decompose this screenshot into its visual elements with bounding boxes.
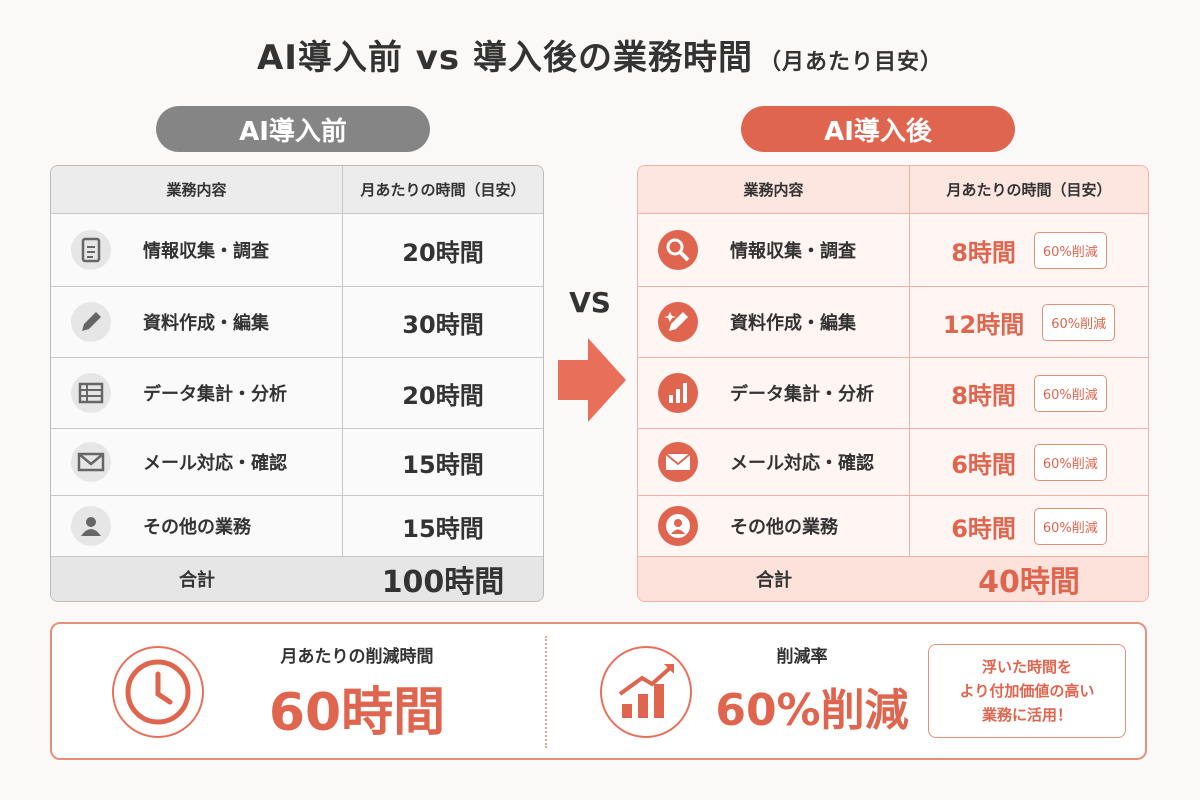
time-cell: 8時間 60%削減 [910,214,1148,286]
rate-label: 削減率 [776,647,828,667]
title-note: （月あたり目安） [759,50,944,75]
table-row: メール対応・確認 15時間 [51,429,543,496]
time-value: 20時間 [402,381,484,410]
reduction-badge: 60%削減 [1033,231,1107,269]
before-table: 業務内容 月あたりの時間（目安） 情報収集・調査 20時間 資料作成・編集 30時間 データ… [50,165,544,602]
task-name: 情報収集・調査 [143,241,269,262]
time-cell: 8時間 60%削減 [910,358,1148,428]
time-value: 30時間 [402,310,484,339]
vs-text: VS [569,286,611,319]
task-cell: データ集計・分析 [638,358,910,428]
divider [545,636,547,748]
time-cell: 15時間 [343,429,543,495]
total-label: 合計 [179,570,215,591]
title: AI導入前 vs 導入後の業務時間 （月あたり目安） [0,30,1200,79]
header-cell: 業務内容 [638,166,910,213]
header-cell: 月あたりの時間（目安） [360,181,526,199]
task-cell: その他の業務 [638,496,910,556]
task-icon [71,373,111,413]
after-label: AI導入後 [741,106,1015,152]
task-cell: 資料作成・編集 [51,287,343,357]
reduction-badge: 60%削減 [1033,443,1107,481]
task-name: 情報収集・調査 [730,241,856,262]
table-row: データ集計・分析 8時間 60%削減 [638,358,1148,429]
header-cell: 業務内容 [51,166,343,213]
total-row: 合計 40時間 [638,557,1148,601]
task-name: データ集計・分析 [143,384,287,405]
task-cell: 資料作成・編集 [638,287,910,357]
time-value: 15時間 [402,450,484,479]
task-icon [71,442,111,482]
total-label: 合計 [756,570,792,591]
table-row: 情報収集・調査 20時間 [51,214,543,287]
total-value: 40時間 [978,565,1080,600]
reduction-label: 月あたりの削減時間 [280,647,434,667]
header-cell: 月あたりの時間（目安） [946,181,1112,199]
note-line: 浮いた時間を [981,658,1072,676]
task-icon [658,506,698,546]
table-row: 情報収集・調査 8時間 60%削減 [638,214,1148,287]
summary-box: 月あたりの削減時間 60時間 削減率 60%削減 浮いた時間をより付加価値の高い… [50,622,1147,760]
note-line: 業務に活用！ [981,706,1072,724]
time-cell: 30時間 [343,287,543,357]
title-text: AI導入前 vs 導入後の業務時間 [256,38,754,78]
task-name: その他の業務 [143,517,251,538]
task-name: 資料作成・編集 [143,313,269,334]
task-cell: 情報収集・調査 [51,214,343,286]
arrow [558,338,626,422]
after-table: 業務内容 月あたりの時間（目安） 情報収集・調査 8時間 60%削減 資料作成・編集 12時… [637,165,1149,602]
task-icon [658,230,698,270]
table-row: その他の業務 6時間 60%削減 [638,496,1148,557]
table-row: メール対応・確認 6時間 60%削減 [638,429,1148,496]
reduction-badge: 60%削減 [1033,374,1107,412]
time-value: 12時間 [942,310,1025,339]
task-cell: その他の業務 [51,496,343,556]
task-icon [658,373,698,413]
task-name: メール対応・確認 [730,453,874,474]
time-cell: 15時間 [343,496,543,556]
before-label: AI導入前 [156,106,430,152]
task-name: データ集計・分析 [730,384,874,405]
time-cell: 12時間 60%削減 [910,287,1148,357]
task-name: その他の業務 [730,517,838,538]
total-row: 合計 100時間 [51,557,543,601]
time-value: 6時間 [951,450,1016,479]
time-value: 8時間 [951,238,1016,267]
table-row: 資料作成・編集 30時間 [51,287,543,358]
time-cell: 20時間 [343,358,543,428]
time-value: 6時間 [951,514,1016,543]
task-cell: メール対応・確認 [51,429,343,495]
task-icon [658,442,698,482]
task-icon [71,506,111,546]
table-row: 資料作成・編集 12時間 60%削減 [638,287,1148,358]
task-cell: データ集計・分析 [51,358,343,428]
table-row: その他の業務 15時間 [51,496,543,557]
note-box: 浮いた時間をより付加価値の高い 業務に活用！ [928,644,1126,738]
header-row: 業務内容 月あたりの時間（目安） [638,166,1148,214]
reduction-badge: 60%削減 [1033,507,1107,545]
task-icon [71,230,111,270]
time-value: 20時間 [402,238,484,267]
reduction-badge: 60%削減 [1042,303,1116,341]
time-value: 15時間 [402,514,484,543]
total-value: 100時間 [381,565,505,600]
time-value: 8時間 [951,381,1016,410]
task-name: メール対応・確認 [143,453,287,474]
task-name: 資料作成・編集 [730,313,856,334]
header-row: 業務内容 月あたりの時間（目安） [51,166,543,214]
time-cell: 20時間 [343,214,543,286]
task-icon [658,302,698,342]
table-row: データ集計・分析 20時間 [51,358,543,429]
growth-icon [600,646,692,738]
reduction-value: 60時間 [268,683,446,743]
rate-value: 60%削減 [715,685,909,736]
note-line: より付加価値の高い [959,682,1095,700]
task-cell: 情報収集・調査 [638,214,910,286]
clock-icon [112,646,204,738]
time-cell: 6時間 60%削減 [910,429,1148,495]
task-cell: メール対応・確認 [638,429,910,495]
time-cell: 6時間 60%削減 [910,496,1148,556]
task-icon [71,302,111,342]
